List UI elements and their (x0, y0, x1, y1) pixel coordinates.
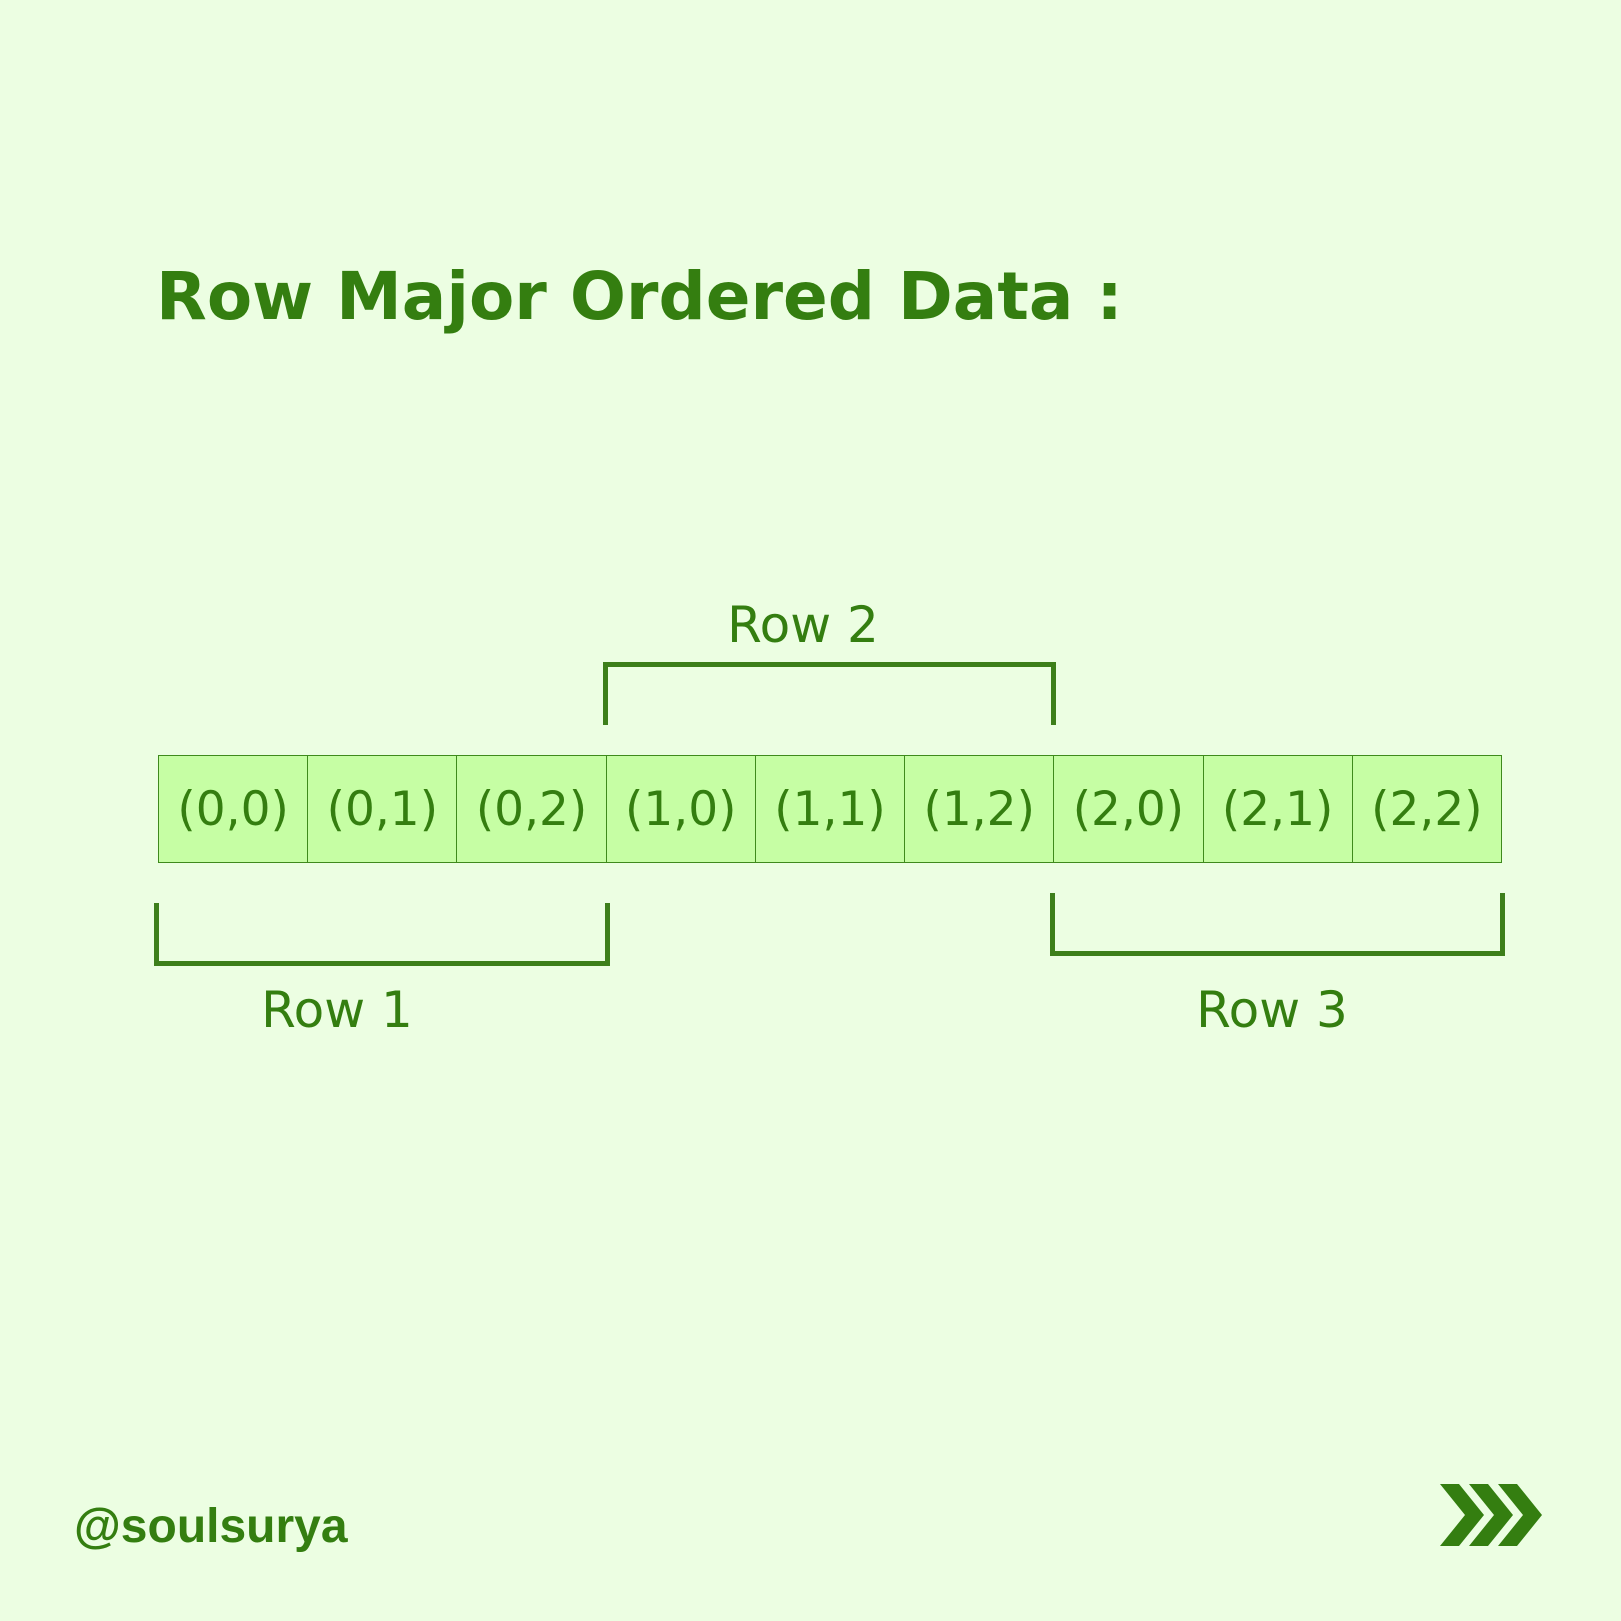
page-title: Row Major Ordered Data : (156, 258, 1123, 335)
row-3-label: Row 3 (1196, 981, 1348, 1039)
array-cell: (1,1) (756, 756, 906, 862)
array-cell: (2,1) (1204, 756, 1353, 862)
array-cell: (0,1) (308, 756, 458, 862)
row-2-bracket (603, 662, 1056, 725)
row-3-bracket (1050, 893, 1505, 956)
triple-chevron-right-icon[interactable] (1440, 1482, 1546, 1548)
array-cell: (1,0) (607, 756, 756, 862)
array-cell: (1,2) (905, 756, 1055, 862)
array-cell: (0,0) (159, 756, 309, 862)
row-1-bracket (154, 903, 610, 966)
row-2-label: Row 2 (727, 596, 879, 654)
row-1-label: Row 1 (261, 981, 413, 1039)
array-cell: (0,2) (457, 756, 607, 862)
row-major-array: (0,0) (0,1) (0,2) (1,0) (1,1) (1,2) (2,0… (158, 755, 1502, 863)
author-handle: @soulsurya (74, 1500, 348, 1553)
array-cell: (2,0) (1054, 756, 1204, 862)
array-cell: (2,2) (1371, 781, 1483, 837)
